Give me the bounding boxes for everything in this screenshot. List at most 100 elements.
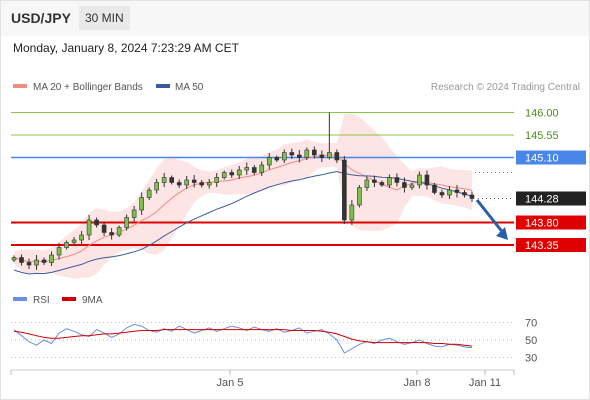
candle-body-down <box>379 182 385 186</box>
candle <box>191 175 197 188</box>
candle-body-down <box>469 194 475 199</box>
candle <box>244 162 250 175</box>
candle-body-up <box>266 157 272 166</box>
time-label: Jan 11 <box>469 377 501 389</box>
candle-body-down <box>109 232 114 236</box>
candle-body-down <box>101 224 107 233</box>
legend-rsi-label: RSI <box>33 295 50 306</box>
candle-body-down <box>176 182 182 186</box>
candle <box>49 251 54 266</box>
candle-body-down <box>312 149 317 156</box>
candle-body-down <box>289 152 295 156</box>
resistance-label-bg-3 <box>516 150 586 165</box>
candle-body-up <box>184 179 189 186</box>
forecast-arrow-shaft <box>475 199 506 235</box>
resistance-label-1: 146.00 <box>525 108 559 120</box>
chart-header: USD/JPY 30 MIN <box>0 0 590 36</box>
candle <box>454 185 460 198</box>
candle <box>469 191 475 202</box>
candle <box>417 171 422 189</box>
candle <box>139 192 144 215</box>
support-label-bg-2 <box>516 238 586 252</box>
candle-body-up <box>221 172 227 178</box>
candle <box>447 186 452 199</box>
time-axis: Jan 5 Jan 8 Jan 11 <box>10 370 515 389</box>
candle <box>372 175 377 187</box>
legend-swatch-ma50 <box>156 84 170 88</box>
candle <box>402 177 407 193</box>
candle <box>154 179 159 194</box>
candle <box>221 170 227 180</box>
candle-body-down <box>169 177 174 183</box>
bollinger-bands <box>14 113 472 279</box>
candle-body-up <box>124 217 129 228</box>
candle <box>409 182 415 190</box>
candle <box>229 169 235 178</box>
candle-body-up <box>447 189 452 196</box>
datetime-label: Monday, January 8, 2024 7:23:29 AM CET <box>13 41 239 55</box>
candle <box>281 149 287 163</box>
rsi-tick-label: 50 <box>525 335 537 347</box>
support-label-2: 143.35 <box>525 240 559 252</box>
resistance-label-2: 145.55 <box>525 130 559 142</box>
interval-button[interactable]: 30 MIN <box>79 6 130 30</box>
candle-body-up <box>154 182 159 191</box>
candle <box>364 176 370 191</box>
candle <box>349 200 355 225</box>
legend-9ma-label: 9MA <box>82 295 103 306</box>
candle-body-up <box>281 152 287 161</box>
candle-body-down <box>372 179 377 183</box>
candle <box>214 173 220 187</box>
candle-body-down <box>19 257 24 263</box>
candle-body-up <box>49 254 54 263</box>
rsi-line <box>13 323 473 354</box>
candle <box>424 170 430 190</box>
candle <box>259 161 265 176</box>
candlesticks <box>11 112 475 270</box>
candle <box>312 146 317 159</box>
price-labels: 146.00 145.55 145.10 143.80 143.35 144.28 <box>516 108 586 252</box>
rsi-panel: 70 50 30 <box>11 318 537 364</box>
candle-body-up <box>206 182 212 186</box>
candle <box>19 254 24 266</box>
forecast-arrow-head <box>496 227 508 240</box>
candle <box>34 255 39 270</box>
candle-body-down <box>26 262 32 266</box>
copyright-text: Research © 2024 Trading Central <box>431 82 580 93</box>
candle-body-down <box>432 184 437 193</box>
resistance-label-3: 145.10 <box>525 153 559 165</box>
candle-body-up <box>364 179 370 188</box>
candle-body-down <box>319 154 325 158</box>
candle <box>379 180 385 187</box>
candle-body-up <box>409 184 415 188</box>
legend-ma50-label: MA 50 <box>175 82 204 93</box>
candle-body-up <box>236 169 242 176</box>
candle-body-down <box>199 182 205 186</box>
candle <box>64 240 69 250</box>
candle <box>131 206 137 222</box>
candle-body-down <box>229 172 235 176</box>
candle <box>206 179 212 189</box>
candle-body-up <box>146 189 152 198</box>
ma20-line <box>13 154 473 263</box>
candle <box>327 112 332 160</box>
candle <box>251 165 257 175</box>
candle-body-up <box>56 247 62 256</box>
candle-body-up <box>349 204 355 221</box>
forecast-arrow <box>475 199 508 240</box>
candle <box>56 243 62 260</box>
candle <box>387 174 392 188</box>
candle <box>161 173 167 187</box>
candle-body-up <box>387 177 392 186</box>
candle-body-up <box>116 227 122 236</box>
candle <box>266 153 272 170</box>
candle-body-down <box>402 182 407 188</box>
candle <box>26 258 32 269</box>
candle <box>79 231 84 244</box>
candle <box>11 255 17 262</box>
candle <box>169 175 174 185</box>
legend-swatch-rsi <box>13 297 27 301</box>
candle <box>41 257 47 265</box>
last-price-label: 144.28 <box>525 194 559 206</box>
candle-body-up <box>304 149 310 158</box>
